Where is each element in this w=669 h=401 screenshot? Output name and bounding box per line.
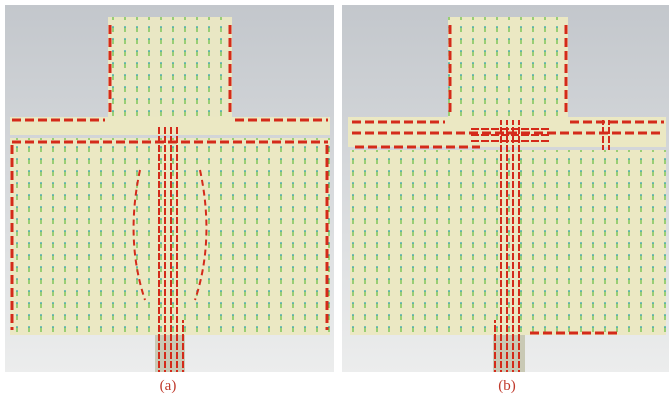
feed-current (156, 320, 184, 372)
caption-b: (b) (498, 378, 516, 394)
page: (a) (b) (() => { const data = JSON.parse… (0, 0, 669, 401)
caption-a: (a) (160, 378, 177, 394)
panel-a (5, 5, 334, 372)
figure: (a) (b) (0, 0, 669, 401)
hot-junction (470, 125, 550, 143)
hot-column (497, 120, 521, 340)
panel-b (342, 5, 669, 372)
slot-current (600, 120, 614, 150)
hot-column (158, 125, 182, 340)
feed-current (494, 320, 524, 372)
